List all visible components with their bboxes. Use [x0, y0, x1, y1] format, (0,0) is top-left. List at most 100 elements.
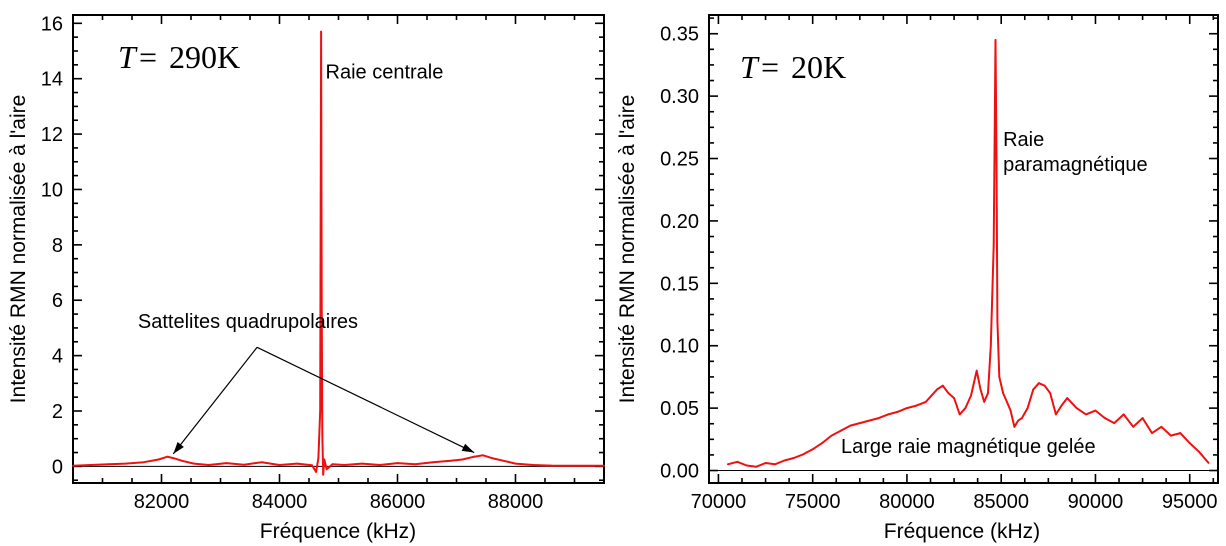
annotation-label: paramagnétique: [1003, 154, 1148, 176]
data-point: [868, 419, 871, 422]
data-point: [983, 400, 986, 403]
y-tick-label: 0.05: [660, 398, 699, 420]
data-point: [1122, 413, 1125, 416]
data-point: [585, 464, 588, 467]
y-axis-label: Intensité RMN normalisée à l'aire: [616, 95, 639, 404]
data-point: [1021, 417, 1023, 420]
data-point: [1060, 404, 1063, 407]
data-point: [319, 410, 322, 412]
data-point: [858, 422, 861, 424]
left-chart: 82000 84000 86000 88000 0 2 4 6 8 10 12 14 16 Raie ce…: [7, 13, 605, 543]
series-line: [72, 30, 604, 476]
data-point: [783, 459, 786, 462]
data-point: [157, 458, 160, 461]
x-tick-label: 90000: [1068, 491, 1124, 513]
data-point: [72, 464, 74, 467]
data-point: [321, 432, 324, 435]
x-tick-label: 88000: [488, 491, 544, 513]
mark-layer: 70000 75000 80000 85000 90000 95000 0.00 0.05 0.…: [660, 15, 1218, 513]
data-point: [1160, 425, 1163, 428]
data-point: [172, 457, 175, 459]
arrow-head: [173, 442, 184, 454]
x-tick-label: 95000: [1162, 491, 1218, 513]
y-tick-label: 8: [52, 235, 63, 257]
data-point: [461, 458, 464, 461]
data-point: [378, 464, 381, 466]
data-point: [1043, 384, 1046, 387]
y-tick-label: 16: [41, 13, 63, 35]
y-tick-label: 0.00: [660, 461, 699, 483]
data-point: [964, 407, 967, 410]
data-point: [207, 464, 210, 466]
data-point: [830, 434, 833, 437]
y-tick-label: 0: [52, 456, 63, 478]
x-tick-label: 70000: [691, 491, 747, 513]
right-chart: 70000 75000 80000 85000 90000 95000 0.00 0.05 0.…: [616, 14, 1219, 543]
y-tick-label: 4: [52, 346, 63, 368]
data-point: [317, 457, 320, 459]
annotation-label: Raie centrale: [326, 62, 444, 84]
data-point: [1002, 392, 1004, 395]
data-point: [1017, 419, 1020, 422]
data-point: [1009, 409, 1012, 412]
x-axis-label: Fréquence (kHz): [260, 520, 416, 543]
data-point: [941, 384, 944, 387]
data-point: [1075, 407, 1078, 410]
annotation-arrow: [172, 346, 258, 455]
data-point: [1066, 397, 1069, 400]
plot-frame: [708, 14, 1219, 484]
data-point: [414, 463, 417, 466]
data-point: [449, 459, 452, 462]
data-point: [953, 397, 955, 400]
x-tick-label: 82000: [134, 491, 190, 513]
data-point: [243, 463, 246, 466]
data-point: [1188, 442, 1191, 444]
temperature-symbol: T: [118, 39, 138, 75]
data-point: [736, 460, 739, 463]
data-point: [811, 448, 814, 451]
data-point: [142, 461, 145, 464]
data-point: [1049, 392, 1052, 395]
data-point: [896, 410, 899, 413]
data-point: [947, 392, 950, 395]
data-point: [840, 429, 842, 432]
data-point: [1038, 382, 1040, 385]
y-tick-label: 14: [41, 69, 63, 91]
data-point: [1085, 413, 1087, 416]
series-line: [727, 39, 1210, 468]
data-point: [311, 464, 313, 467]
data-point: [998, 376, 1001, 378]
data-point: [1132, 425, 1135, 428]
data-point: [802, 453, 805, 456]
data-point: [930, 394, 933, 397]
y-tick-label: 0.10: [660, 336, 699, 358]
x-tick-label: 85000: [973, 491, 1029, 513]
data-point: [532, 464, 535, 466]
data-point: [315, 471, 317, 473]
data-point: [987, 392, 989, 395]
data-point: [994, 39, 997, 41]
data-point: [915, 404, 918, 407]
data-point: [125, 462, 127, 465]
data-point: [107, 463, 110, 466]
data-point: [1026, 407, 1029, 410]
data-point: [550, 464, 552, 467]
y-axis-label: Intensité RMN normalisée à l'aire: [7, 95, 30, 404]
data-point: [320, 30, 322, 33]
data-point: [193, 462, 195, 465]
y-tick-label: 0.15: [660, 273, 699, 295]
data-point: [491, 457, 493, 459]
data-point: [975, 369, 978, 372]
data-point: [514, 462, 517, 465]
data-point: [166, 455, 169, 458]
annotation-label: Large raie magnétique gelée: [841, 436, 1096, 458]
x-tick-label: 75000: [785, 491, 841, 513]
data-point: [726, 463, 729, 466]
data-point: [1103, 417, 1106, 420]
data-point: [1207, 462, 1210, 464]
data-point: [225, 462, 228, 464]
y-tick-label: 10: [41, 179, 63, 201]
data-point: [322, 473, 325, 476]
data-point: [331, 463, 334, 466]
